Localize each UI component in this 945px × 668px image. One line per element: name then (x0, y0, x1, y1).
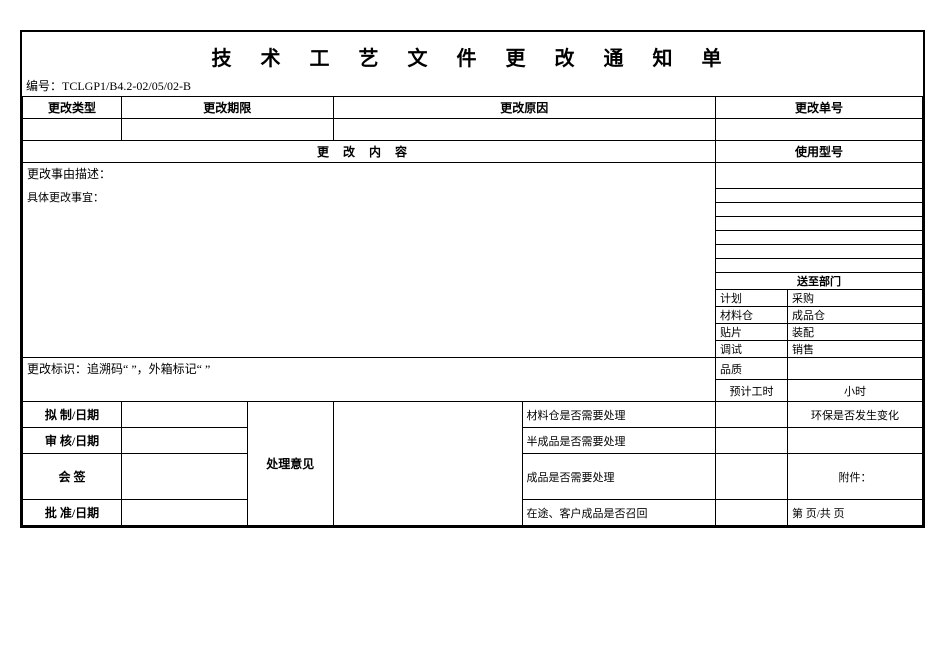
cell-opinion[interactable] (333, 402, 522, 526)
cell-semi-need[interactable] (716, 428, 788, 454)
dept-smt: 贴片 (716, 324, 788, 341)
dept-assembly: 装配 (788, 324, 923, 341)
change-mark-line: 更改标识：追溯码“ ”，外箱标记“ ” (23, 358, 716, 402)
cell-env-change[interactable] (788, 428, 923, 454)
model-row-1[interactable] (716, 163, 923, 189)
dept-purchase: 采购 (788, 290, 923, 307)
cell-mat-need[interactable] (716, 402, 788, 428)
lbl-page: 第 页/共 页 (788, 500, 923, 526)
details-area[interactable]: 具体更改事宜： (23, 189, 716, 358)
dept-mat-store: 材料仓 (716, 307, 788, 324)
model-row-7[interactable] (716, 259, 923, 273)
dept-qc-blank[interactable] (788, 358, 923, 380)
model-row-3[interactable] (716, 203, 923, 217)
lbl-countersign: 会 签 (23, 454, 122, 500)
cell-change-order-no[interactable] (716, 119, 923, 141)
doc-number-label: 编号： (26, 79, 62, 93)
cell-review-date[interactable] (122, 428, 248, 454)
dept-plan: 计划 (716, 290, 788, 307)
lbl-recall: 在途、客户成品是否召回 (522, 500, 716, 526)
lbl-opinion: 处理意见 (248, 402, 334, 526)
doc-number-line: 编号：TCLGP1/B4.2-02/05/02-B (22, 77, 923, 96)
dept-qc: 品质 (716, 358, 788, 380)
cell-change-deadline[interactable] (122, 119, 334, 141)
hdr-change-order-no: 更改单号 (716, 97, 923, 119)
cell-fin-need[interactable] (716, 454, 788, 500)
hours-unit: 小时 (788, 380, 923, 402)
dept-sales: 销售 (788, 341, 923, 358)
desc-label: 更改事由描述： (23, 163, 716, 189)
hdr-change-reason: 更改原因 (333, 97, 716, 119)
cell-change-type[interactable] (23, 119, 122, 141)
lbl-env-change: 环保是否发生变化 (788, 402, 923, 428)
est-hours-label: 预计工时 (716, 380, 788, 402)
lbl-mat-need: 材料仓是否需要处理 (522, 402, 716, 428)
dept-fin-store: 成品仓 (788, 307, 923, 324)
lbl-attachment: 附件： (788, 454, 923, 500)
lbl-review-date: 审 核/日期 (23, 428, 122, 454)
cell-countersign[interactable] (122, 454, 248, 500)
model-row-2[interactable] (716, 189, 923, 203)
model-row-4[interactable] (716, 217, 923, 231)
cell-recall[interactable] (716, 500, 788, 526)
hdr-model-used: 使用型号 (716, 141, 923, 163)
cell-draft-date[interactable] (122, 402, 248, 428)
lbl-fin-need: 成品是否需要处理 (522, 454, 716, 500)
doc-number-value: TCLGP1/B4.2-02/05/02-B (62, 79, 191, 93)
lbl-approve-date: 批 准/日期 (23, 500, 122, 526)
model-row-5[interactable] (716, 231, 923, 245)
hdr-send-dept: 送至部门 (716, 273, 923, 290)
details-label: 具体更改事宜： (27, 192, 104, 204)
hdr-change-deadline: 更改期限 (122, 97, 334, 119)
cell-change-reason[interactable] (333, 119, 716, 141)
lbl-semi-need: 半成品是否需要处理 (522, 428, 716, 454)
model-row-6[interactable] (716, 245, 923, 259)
hdr-change-content: 更改内容 (23, 141, 716, 163)
cell-approve-date[interactable] (122, 500, 248, 526)
hdr-change-type: 更改类型 (23, 97, 122, 119)
header-table: 更改类型 更改期限 更改原因 更改单号 更改内容 使用型号 更改事由描述： 具体… (22, 96, 923, 526)
form-title: 技 术 工 艺 文 件 更 改 通 知 单 (22, 32, 923, 77)
change-notice-form: 技 术 工 艺 文 件 更 改 通 知 单 编号：TCLGP1/B4.2-02/… (20, 30, 925, 528)
dept-test: 调试 (716, 341, 788, 358)
lbl-draft-date: 拟 制/日期 (23, 402, 122, 428)
